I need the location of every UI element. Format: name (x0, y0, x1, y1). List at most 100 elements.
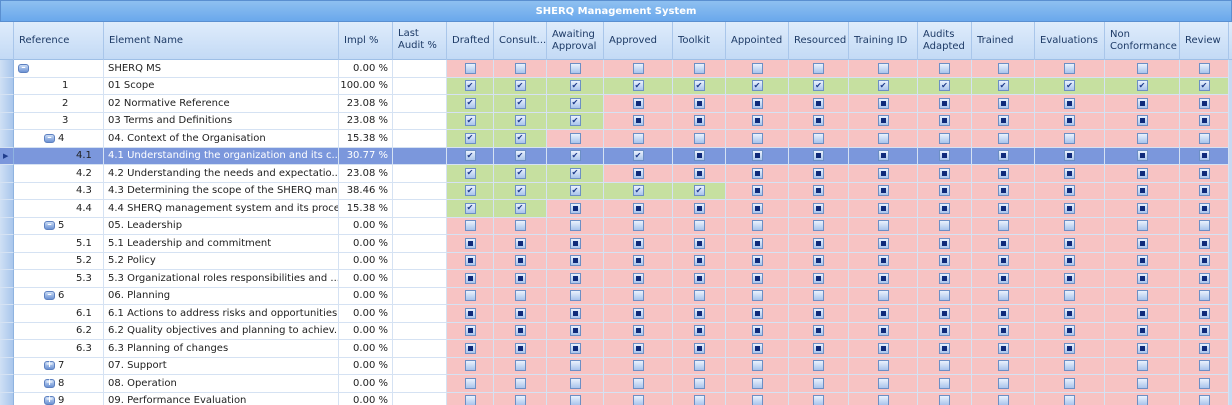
status-checkbox[interactable] (1064, 377, 1075, 389)
status-checkbox[interactable]: ✔ (1198, 80, 1210, 92)
status-checkbox[interactable] (1064, 307, 1075, 319)
status-checkbox[interactable] (1198, 255, 1210, 267)
status-checkbox[interactable] (1198, 132, 1210, 144)
status-checkbox[interactable] (939, 150, 950, 162)
status-checkbox[interactable] (1064, 342, 1075, 354)
status-checkbox[interactable] (997, 237, 1009, 249)
table-row[interactable]: 6.3 6.3 Planning of changes 0.00 % (0, 340, 1229, 358)
row-indicator[interactable] (0, 340, 14, 358)
status-checkbox[interactable] (464, 395, 476, 405)
status-checkbox[interactable] (997, 167, 1009, 179)
element-name-cell[interactable]: 07. Support (104, 357, 339, 375)
status-checkbox[interactable] (632, 377, 644, 389)
status-checkbox[interactable]: ✔ (1064, 80, 1075, 92)
status-checkbox[interactable] (813, 255, 824, 267)
status-checkbox[interactable] (813, 97, 824, 109)
table-row[interactable]: 6.1 6.1 Actions to address risks and oppo… (0, 305, 1229, 323)
status-checkbox[interactable] (693, 97, 705, 109)
status-checkbox[interactable]: ✔ (632, 185, 644, 197)
status-checkbox[interactable] (1064, 97, 1075, 109)
status-checkbox[interactable] (569, 272, 581, 284)
status-checkbox[interactable] (877, 202, 889, 214)
status-checkbox[interactable] (464, 290, 476, 302)
status-checkbox[interactable] (569, 395, 581, 405)
status-checkbox[interactable]: ✔ (632, 150, 644, 162)
status-checkbox[interactable] (751, 377, 763, 389)
status-checkbox[interactable] (813, 307, 824, 319)
status-checkbox[interactable]: ✔ (569, 80, 581, 92)
element-name-cell[interactable]: 02 Normative Reference (104, 95, 339, 113)
table-row[interactable]: 4.3 4.3 Determining the scope of the SHER… (0, 182, 1229, 200)
status-checkbox[interactable] (1064, 132, 1075, 144)
status-checkbox[interactable] (997, 202, 1009, 214)
column-header-training-id[interactable]: Training ID (849, 22, 918, 60)
status-checkbox[interactable] (939, 97, 950, 109)
table-row[interactable]: – SHERQ MS 0.00 % (0, 60, 1229, 78)
status-checkbox[interactable] (997, 150, 1009, 162)
row-indicator[interactable] (0, 130, 14, 148)
element-name-cell[interactable]: 6.1 Actions to address risks and opportu… (104, 305, 339, 323)
table-row[interactable]: 6.2 6.2 Quality objectives and planning t… (0, 322, 1229, 340)
status-checkbox[interactable] (997, 185, 1009, 197)
status-checkbox[interactable] (877, 97, 889, 109)
status-checkbox[interactable] (997, 395, 1009, 405)
row-indicator[interactable] (0, 235, 14, 253)
status-checkbox[interactable]: ✔ (464, 97, 476, 109)
row-indicator[interactable] (0, 77, 14, 95)
status-checkbox[interactable] (1198, 325, 1210, 337)
column-header-impl[interactable]: Impl % (339, 22, 393, 60)
column-header-trained[interactable]: Trained (972, 22, 1035, 60)
status-checkbox[interactable] (751, 167, 763, 179)
row-indicator[interactable] (0, 112, 14, 130)
column-header-drafted[interactable]: Drafted (447, 22, 494, 60)
status-checkbox[interactable]: ✔ (997, 80, 1009, 92)
status-checkbox[interactable] (693, 342, 705, 354)
element-name-cell[interactable]: 01 Scope (104, 77, 339, 95)
status-checkbox[interactable] (569, 220, 581, 232)
status-checkbox[interactable] (1136, 395, 1148, 405)
status-checkbox[interactable] (939, 290, 950, 302)
status-checkbox[interactable] (1064, 185, 1075, 197)
table-row[interactable]: 4.2 4.2 Understanding the needs and expec… (0, 165, 1229, 183)
status-checkbox[interactable] (1136, 290, 1148, 302)
status-checkbox[interactable]: ✔ (514, 202, 526, 214)
status-checkbox[interactable] (813, 62, 824, 74)
column-header-approved[interactable]: Approved (604, 22, 673, 60)
element-name-cell[interactable]: 4.2 Understanding the needs and expectat… (104, 165, 339, 183)
status-checkbox[interactable] (751, 272, 763, 284)
status-checkbox[interactable] (997, 132, 1009, 144)
column-header-toolkit[interactable]: Toolkit (673, 22, 726, 60)
row-indicator[interactable] (0, 322, 14, 340)
status-checkbox[interactable] (813, 132, 824, 144)
status-checkbox[interactable]: ✔ (877, 80, 889, 92)
status-checkbox[interactable]: ✔ (939, 80, 950, 92)
status-checkbox[interactable]: ✔ (514, 167, 526, 179)
status-checkbox[interactable] (1064, 115, 1075, 127)
status-checkbox[interactable] (751, 342, 763, 354)
vertical-scrollbar[interactable] (1229, 60, 1232, 405)
status-checkbox[interactable] (877, 220, 889, 232)
status-checkbox[interactable] (939, 307, 950, 319)
status-checkbox[interactable] (813, 220, 824, 232)
status-checkbox[interactable] (464, 325, 476, 337)
status-checkbox[interactable] (751, 150, 763, 162)
status-checkbox[interactable] (1136, 220, 1148, 232)
status-checkbox[interactable] (1136, 185, 1148, 197)
status-checkbox[interactable] (514, 395, 526, 405)
status-checkbox[interactable]: ✔ (569, 167, 581, 179)
status-checkbox[interactable] (997, 97, 1009, 109)
status-checkbox[interactable]: ✔ (514, 80, 526, 92)
status-checkbox[interactable] (1198, 360, 1210, 372)
row-indicator[interactable] (0, 357, 14, 375)
status-checkbox[interactable]: ✔ (569, 150, 581, 162)
status-checkbox[interactable] (751, 202, 763, 214)
status-checkbox[interactable] (693, 255, 705, 267)
status-checkbox[interactable] (1198, 272, 1210, 284)
status-checkbox[interactable]: ✔ (464, 80, 476, 92)
element-name-cell[interactable]: 6.3 Planning of changes (104, 340, 339, 358)
element-name-cell[interactable]: 5.1 Leadership and commitment (104, 235, 339, 253)
status-checkbox[interactable]: ✔ (569, 185, 581, 197)
status-checkbox[interactable] (751, 115, 763, 127)
status-checkbox[interactable] (751, 255, 763, 267)
table-row[interactable]: –6 06. Planning 0.00 % (0, 287, 1229, 305)
